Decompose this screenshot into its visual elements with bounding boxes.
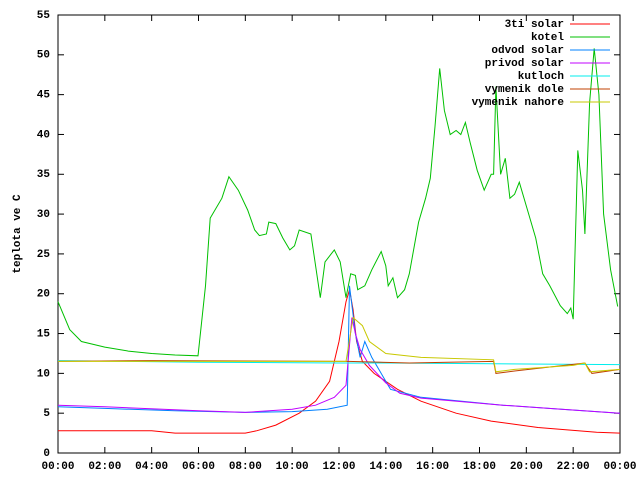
legend-label: privod solar	[485, 58, 564, 70]
series-line	[57, 48, 619, 357]
x-tick-label: 02:00	[88, 461, 121, 473]
series-line	[57, 317, 621, 414]
y-tick-label: 20	[37, 289, 50, 301]
y-tick-label: 10	[37, 368, 50, 380]
x-tick-label: 00:00	[603, 461, 636, 473]
legend-label: odvod solar	[491, 45, 564, 57]
x-tick-label: 16:00	[416, 461, 449, 473]
x-tick-label: 12:00	[322, 461, 355, 473]
y-tick-label: 55	[37, 10, 51, 22]
y-tick-label: 45	[37, 90, 51, 102]
legend-label: vymenik dole	[485, 84, 565, 96]
y-tick-label: 50	[37, 50, 50, 62]
y-tick-label: 5	[43, 408, 50, 420]
legend-label: vymenik nahore	[472, 97, 565, 109]
plot-border	[57, 14, 621, 454]
x-tick-label: 20:00	[510, 461, 543, 473]
y-tick-label: 35	[37, 169, 51, 181]
legend-label: kotel	[531, 32, 564, 44]
y-tick-label: 15	[37, 328, 51, 340]
x-tick-label: 18:00	[463, 461, 496, 473]
x-tick-label: 00:00	[41, 461, 74, 473]
y-tick-label: 30	[37, 209, 50, 221]
series-line	[57, 360, 621, 366]
x-tick-label: 14:00	[369, 461, 402, 473]
x-tick-label: 10:00	[276, 461, 309, 473]
y-axis-label: teplota ve C	[12, 194, 24, 274]
y-tick-label: 0	[43, 448, 50, 460]
y-tick-label: 25	[37, 249, 51, 261]
x-tick-label: 22:00	[557, 461, 590, 473]
x-tick-label: 04:00	[135, 461, 168, 473]
legend-label: 3ti solar	[505, 19, 564, 31]
x-tick-label: 06:00	[182, 461, 215, 473]
legend-label: kutloch	[518, 71, 564, 83]
y-tick-label: 40	[37, 129, 50, 141]
x-tick-label: 08:00	[229, 461, 262, 473]
series-line	[58, 316, 621, 373]
